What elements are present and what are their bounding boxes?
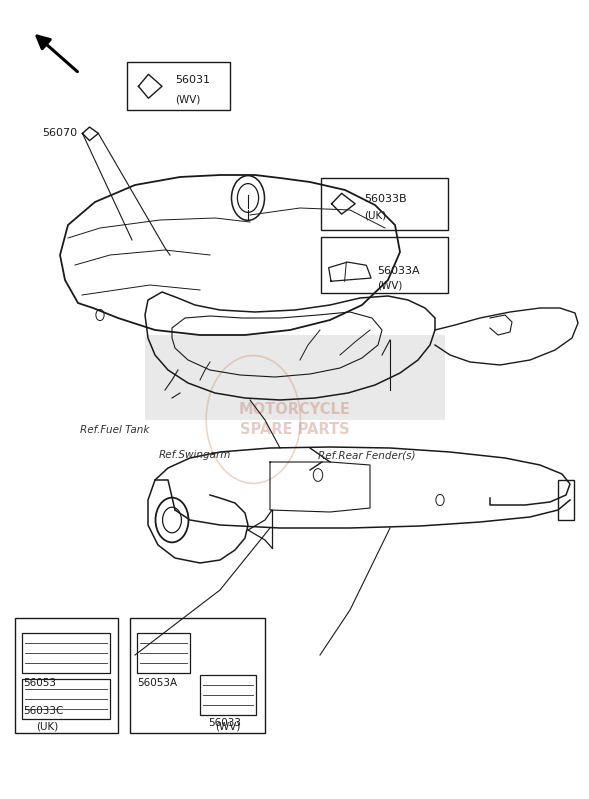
Text: 56033B: 56033B — [364, 194, 406, 204]
Text: (WV): (WV) — [176, 94, 201, 104]
Text: 56053A: 56053A — [137, 678, 177, 688]
Text: (UK): (UK) — [37, 721, 59, 731]
Text: (WV): (WV) — [377, 280, 402, 290]
Text: (WV): (WV) — [215, 721, 240, 731]
Text: 56070: 56070 — [42, 129, 78, 138]
Bar — [22, 633, 110, 673]
Bar — [558, 480, 574, 520]
Bar — [145, 335, 445, 420]
Bar — [130, 618, 265, 733]
Text: 56033: 56033 — [208, 718, 241, 728]
Text: SPARE PARTS: SPARE PARTS — [240, 422, 349, 436]
Bar — [22, 679, 110, 719]
Text: 56031: 56031 — [176, 75, 210, 85]
Text: (UK): (UK) — [364, 211, 386, 221]
Bar — [127, 62, 230, 110]
Text: Ref.Fuel Tank: Ref.Fuel Tank — [80, 425, 149, 435]
Bar — [321, 178, 448, 230]
Text: MOTORCYCLE: MOTORCYCLE — [239, 403, 350, 417]
Text: Ref.Swingarm: Ref.Swingarm — [159, 451, 231, 460]
Bar — [137, 633, 190, 673]
Text: 56033C: 56033C — [24, 706, 64, 716]
Text: 56053: 56053 — [24, 678, 57, 688]
Text: 56033A: 56033A — [377, 266, 419, 276]
Bar — [200, 675, 256, 715]
Bar — [321, 237, 448, 293]
Bar — [15, 618, 118, 733]
Text: Ref.Rear Fender(s): Ref.Rear Fender(s) — [318, 451, 416, 460]
